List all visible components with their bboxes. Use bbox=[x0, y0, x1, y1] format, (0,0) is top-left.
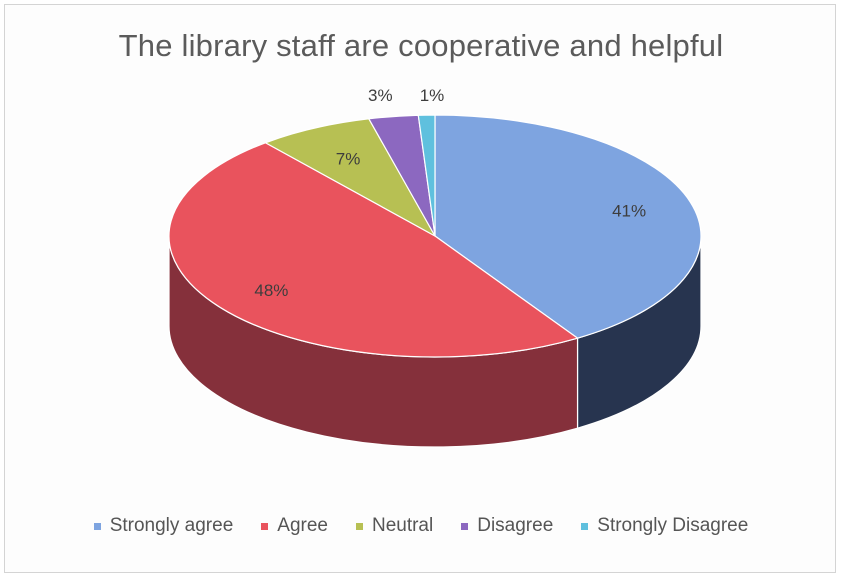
legend-swatch bbox=[93, 522, 101, 530]
slice-label-strongly-disagree: 1% bbox=[420, 86, 445, 105]
legend-label: Strongly agree bbox=[109, 515, 234, 536]
legend-swatch bbox=[581, 522, 589, 530]
chart-title: The library staff are cooperative and he… bbox=[118, 28, 724, 63]
legend-label: Strongly Disagree bbox=[597, 515, 749, 536]
legend-item-agree[interactable]: Agree bbox=[261, 515, 328, 537]
legend-label: Agree bbox=[277, 515, 328, 536]
slice-label-strongly-agree: 41% bbox=[612, 201, 646, 220]
legend-label: Disagree bbox=[477, 515, 554, 536]
pie-slice-neutral[interactable] bbox=[264, 118, 437, 238]
legend-swatch bbox=[355, 522, 363, 530]
legend-item-strongly-agree[interactable]: Strongly agree bbox=[93, 515, 234, 537]
slice-label-disagree: 3% bbox=[368, 86, 393, 105]
legend-label: Neutral bbox=[371, 515, 434, 536]
legend-swatch bbox=[261, 522, 269, 530]
pie-slice-agree[interactable] bbox=[168, 142, 579, 358]
legend-item-neutral[interactable]: Neutral bbox=[355, 515, 434, 537]
slice-label-neutral: 7% bbox=[336, 149, 361, 168]
pie-slice-strongly-disagree[interactable] bbox=[417, 114, 436, 237]
slice-label-agree: 48% bbox=[254, 281, 288, 300]
pie-tops bbox=[168, 114, 702, 358]
chart-legend: Strongly agree Agree Neutral Disagree Strong… bbox=[0, 515, 842, 537]
pie-labels: 41% 48% 7% 3% 1% bbox=[254, 86, 646, 300]
pie-slice-strongly-agree[interactable] bbox=[434, 114, 702, 339]
legend-item-strongly-disagree[interactable]: Strongly Disagree bbox=[581, 515, 748, 537]
legend-item-disagree[interactable]: Disagree bbox=[461, 515, 553, 537]
legend-swatch bbox=[461, 522, 469, 530]
